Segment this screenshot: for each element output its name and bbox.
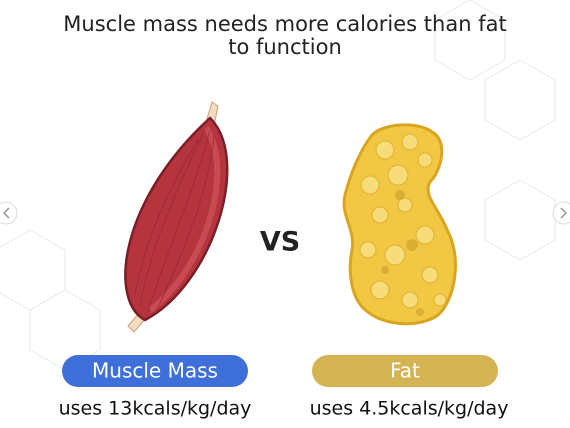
title-line: Muscle mass needs more calories than fat [63, 12, 506, 36]
nav-right[interactable] [552, 201, 570, 225]
item-label: Muscle Mass [92, 359, 218, 383]
vs-label: VS [260, 227, 300, 258]
fat-pill [312, 355, 498, 387]
nav-left[interactable] [0, 201, 18, 225]
item-caption: uses 4.5kcals/kg/day [310, 398, 509, 420]
fat-illustration [342, 123, 457, 326]
muscle-pill [62, 355, 248, 387]
item-label: Fat [390, 359, 420, 383]
muscle-illustration [124, 101, 229, 333]
item-caption: uses 13kcals/kg/day [59, 398, 252, 420]
title-line: to function [228, 35, 342, 59]
